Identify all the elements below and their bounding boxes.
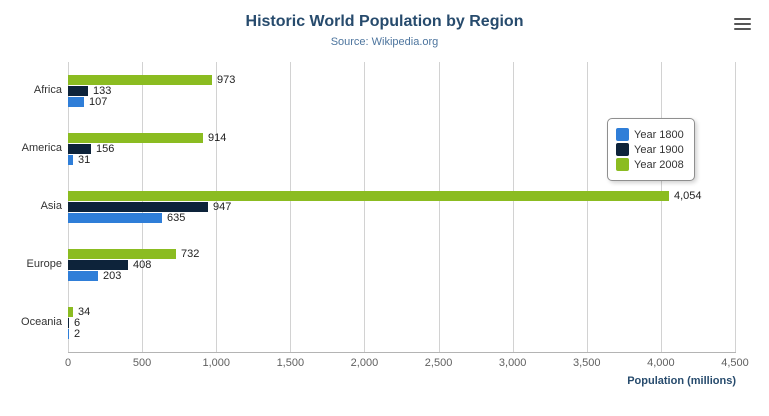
x-tick-label: 3,000: [498, 357, 527, 369]
hamburger-line: [734, 28, 751, 30]
bar-europe-year-1800[interactable]: [68, 271, 98, 281]
data-label: 6: [74, 317, 81, 329]
data-label: 408: [133, 259, 152, 271]
bar-africa-year-1900[interactable]: [68, 86, 88, 96]
gridline: [660, 62, 662, 352]
x-tick-label: 500: [132, 357, 152, 369]
gridline: [586, 62, 588, 352]
bar-asia-year-1800[interactable]: [68, 213, 162, 223]
data-label: 133: [93, 85, 112, 97]
gridline: [438, 62, 440, 352]
legend-item-year-1900[interactable]: Year 1900: [616, 143, 684, 156]
bar-asia-year-1900[interactable]: [68, 202, 208, 212]
gridline: [735, 62, 736, 352]
gridline: [216, 62, 218, 352]
chart-subtitle: Source: Wikipedia.org: [330, 36, 439, 48]
x-axis-title: Population (millions): [627, 375, 736, 387]
x-tick-label: 4,500: [721, 357, 749, 369]
bar-europe-year-2008[interactable]: [68, 249, 176, 259]
legend-swatch: [616, 128, 629, 141]
bar-america-year-2008[interactable]: [68, 133, 203, 143]
legend-label: Year 2008: [634, 158, 684, 171]
y-category-label: America: [21, 142, 62, 154]
data-label: 914: [208, 132, 227, 144]
data-label: 34: [78, 306, 91, 318]
bar-africa-year-2008[interactable]: [68, 75, 212, 85]
data-label: 947: [213, 201, 232, 213]
hamburger-line: [734, 23, 751, 25]
bar-america-year-1800[interactable]: [68, 155, 73, 165]
bar-europe-year-1900[interactable]: [68, 260, 128, 270]
x-axis-line: [68, 352, 736, 353]
data-label: 635: [167, 212, 186, 224]
legend: Year 1800 Year 1900 Year 2008: [607, 118, 695, 181]
gridline: [290, 62, 292, 352]
legend-swatch: [616, 143, 629, 156]
data-label: 156: [96, 143, 115, 155]
gridline: [364, 62, 366, 352]
data-label: 973: [217, 74, 236, 86]
x-tick-label: 1,500: [276, 357, 305, 369]
data-label: 4,054: [674, 190, 702, 202]
data-label: 2: [74, 328, 81, 340]
y-category-label: Africa: [33, 84, 62, 96]
data-label: 732: [181, 248, 200, 260]
gridline: [512, 62, 514, 352]
legend-label: Year 1900: [634, 143, 684, 156]
x-tick-label: 4,000: [647, 357, 675, 369]
y-category-label: Asia: [40, 200, 62, 212]
bar-oceania-year-2008[interactable]: [68, 307, 73, 317]
x-tick-label: 2,500: [424, 357, 453, 369]
bar-america-year-1900[interactable]: [68, 144, 91, 154]
legend-label: Year 1800: [634, 128, 684, 141]
data-label: 107: [89, 96, 108, 108]
x-tick-label: 0: [64, 357, 72, 369]
bar-oceania-year-1900[interactable]: [68, 318, 69, 328]
bar-africa-year-1800[interactable]: [68, 97, 84, 107]
legend-item-year-1800[interactable]: Year 1800: [616, 128, 684, 141]
chart-title: Historic World Population by Region: [245, 13, 524, 30]
x-tick-label: 1,000: [202, 357, 230, 369]
data-label: 203: [103, 270, 122, 282]
x-tick-label: 3,500: [573, 357, 601, 369]
y-category-label: Europe: [26, 258, 62, 270]
hamburger-menu-icon[interactable]: [734, 18, 751, 32]
bar-asia-year-2008[interactable]: [68, 191, 669, 201]
data-label: 31: [78, 154, 91, 166]
bar-oceania-year-1800[interactable]: [68, 329, 69, 339]
y-category-label: Oceania: [21, 316, 62, 328]
hamburger-line: [734, 18, 751, 20]
legend-swatch: [616, 158, 629, 171]
x-tick-label: 2,000: [350, 357, 379, 369]
legend-item-year-2008[interactable]: Year 2008: [616, 158, 684, 171]
